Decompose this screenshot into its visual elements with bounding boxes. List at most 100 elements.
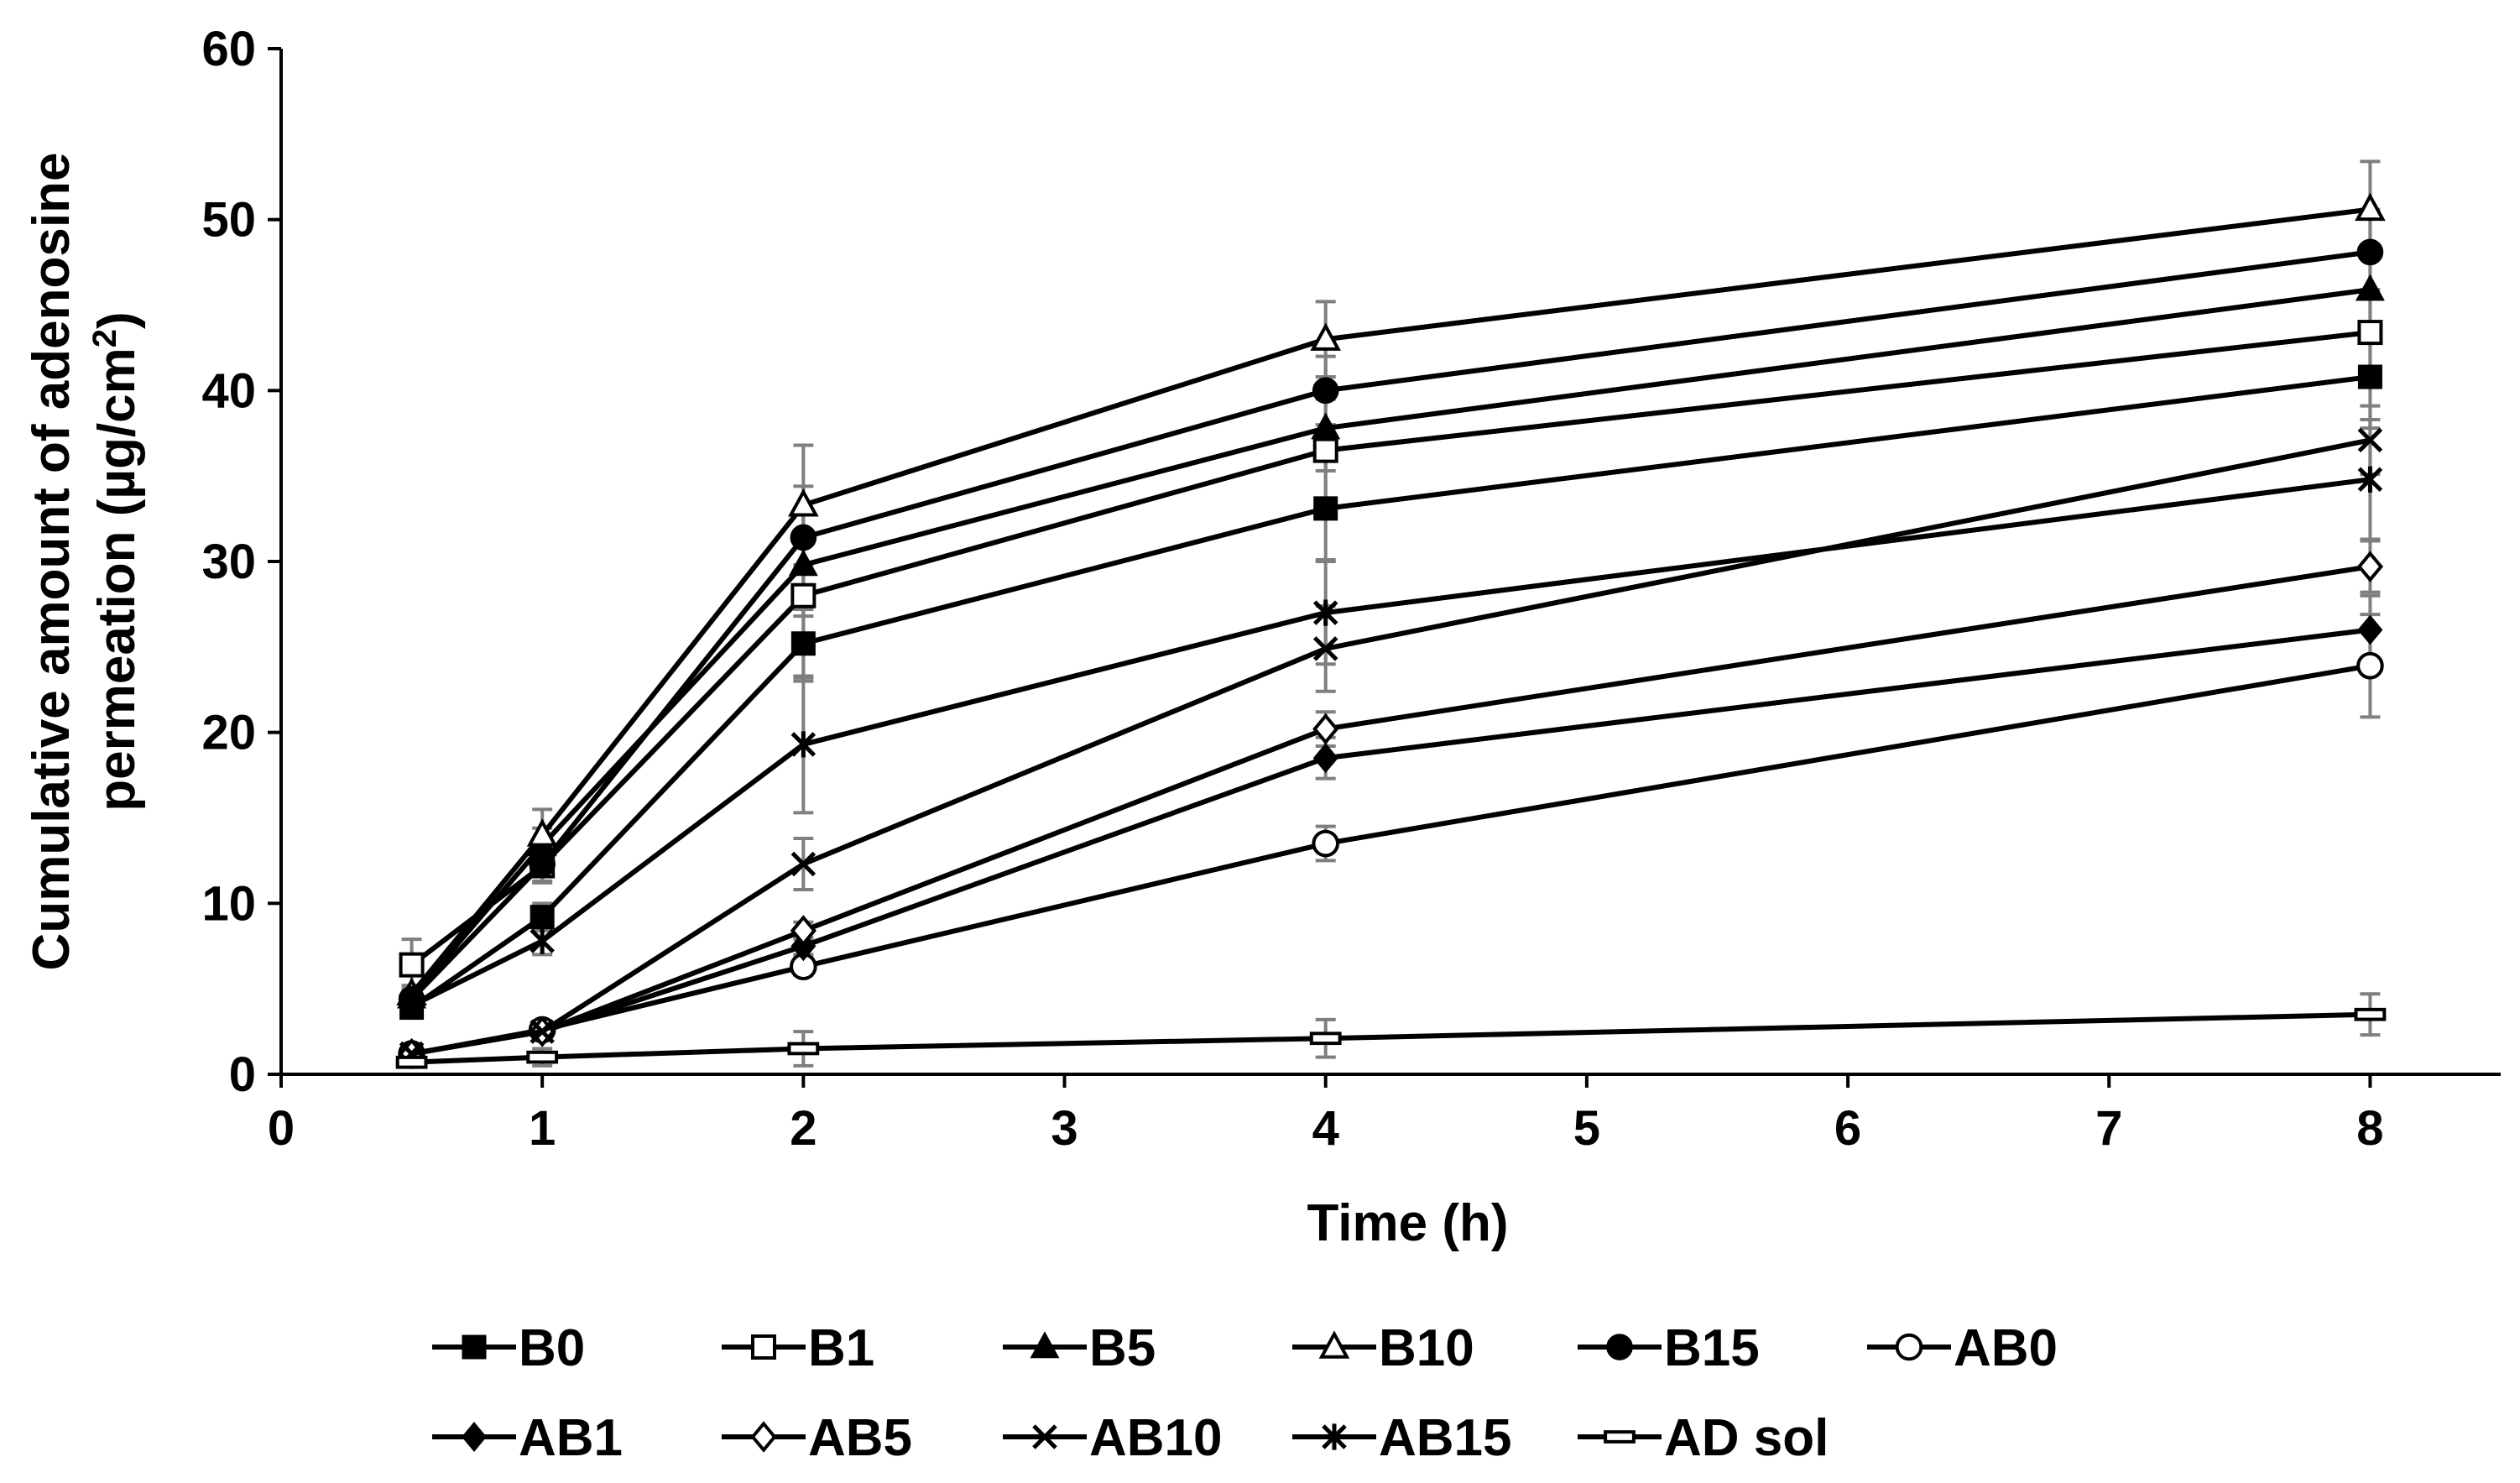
y-tick-label: 60 (201, 22, 256, 76)
data-point-ab15 (530, 927, 555, 954)
data-point-b1 (1312, 437, 1338, 463)
data-point-ab10 (790, 851, 817, 877)
legend-item-b15: B15 (1578, 1319, 1760, 1377)
data-point-b5 (788, 549, 818, 577)
series-line-b1 (410, 330, 2371, 968)
data-point-b0 (1313, 496, 1338, 521)
data-point-ab15 (790, 731, 817, 758)
data-point-b10 (788, 488, 819, 517)
series-b0 (399, 364, 2382, 1021)
legend-marker-ab5 (750, 1421, 777, 1453)
data-point-ad-sol (2354, 1007, 2387, 1021)
y-tick-label: 0 (229, 1047, 256, 1102)
legend-label-b0: B0 (519, 1319, 585, 1377)
legend-marker-b5 (1030, 1331, 1060, 1359)
data-point-ab5 (2356, 551, 2384, 582)
data-point-ab10 (530, 1019, 555, 1044)
data-point-b0 (2357, 364, 2382, 389)
legend-marker-ab10 (1032, 1424, 1057, 1449)
legend-item-ab10: AB10 (1003, 1409, 1223, 1467)
x-tick-label: 5 (1573, 1101, 1600, 1156)
series-line-ad-sol (411, 1011, 2371, 1065)
x-tick-label: 2 (790, 1101, 817, 1156)
x-tick-label: 4 (1312, 1101, 1339, 1156)
x-tick-label: 0 (268, 1101, 295, 1156)
legend-item-b10: B10 (1292, 1319, 1474, 1377)
data-point-ab0 (2356, 651, 2384, 680)
legend-label-b10: B10 (1379, 1319, 1474, 1377)
data-point-b0 (530, 905, 555, 930)
legend-label-b5: B5 (1089, 1319, 1156, 1377)
data-point-b15 (1312, 377, 1339, 405)
legend-item-b0: B0 (432, 1319, 585, 1377)
legend-label-b1: B1 (808, 1319, 874, 1377)
legend-item-ab15: AB15 (1292, 1409, 1512, 1467)
legend-label-ab10: AB10 (1089, 1409, 1223, 1467)
legend-marker-ab0 (1895, 1333, 1923, 1361)
y-axis-title-superscript: 2 (86, 329, 123, 347)
x-tick-label: 3 (1051, 1101, 1077, 1156)
data-point-ad-sol (1309, 1031, 1342, 1046)
data-point-b5 (1311, 412, 1341, 440)
data-point-ab5 (790, 915, 817, 947)
legend-item-ad-sol: AD sol (1578, 1409, 1829, 1467)
legend-marker-ab15 (1322, 1423, 1347, 1450)
legend-item-ab5: AB5 (722, 1409, 912, 1467)
series-ab15 (399, 466, 2383, 1020)
data-point-b10 (1310, 322, 1342, 351)
x-tick-label: 8 (2356, 1101, 2383, 1156)
data-point-b15 (790, 524, 817, 551)
x-tick-label: 7 (2095, 1101, 2122, 1156)
legend: B0 B1 B5 B10 B15 AB0 AB1 AB5 AB10 AB15 AD sol (432, 1319, 2058, 1467)
legend-marker-b0 (462, 1334, 487, 1360)
plot-area (395, 159, 2387, 1070)
data-point-ab10 (1312, 636, 1338, 661)
y-axis-title-line1: Cumulative amount of adenosine (23, 153, 81, 971)
legend-label-ab15: AB15 (1379, 1409, 1512, 1467)
y-tick-label: 40 (201, 363, 256, 418)
y-axis-title-line2-suffix: ) (88, 311, 146, 329)
data-point-b10 (526, 818, 558, 847)
legend-marker-ad-sol (1604, 1430, 1636, 1444)
legend-marker-b10 (1318, 1330, 1350, 1359)
y-tick-label: 30 (201, 535, 256, 589)
error-bars-ab10 (401, 404, 2381, 1059)
data-point-ab15 (1312, 599, 1338, 626)
data-point-b1 (399, 952, 425, 978)
legend-item-b5: B5 (1003, 1319, 1156, 1377)
data-point-b5 (2355, 274, 2385, 301)
x-tick-label: 6 (1834, 1101, 1861, 1156)
data-point-b1 (2357, 320, 2383, 346)
legend-label-b15: B15 (1664, 1319, 1760, 1377)
legend-label-ad-sol: AD sol (1664, 1409, 1829, 1467)
series-line-ab0 (411, 663, 2371, 1057)
y-tick-label: 50 (201, 193, 256, 248)
data-point-ab15 (2357, 466, 2383, 493)
legend-marker-ab1 (462, 1422, 487, 1452)
legend-label-ab0: AB0 (1954, 1319, 2058, 1377)
legend-marker-b15 (1606, 1334, 1633, 1360)
data-point-ab15 (399, 992, 425, 1020)
series-ad-sol (395, 1007, 2387, 1069)
legend-item-ab0: AB0 (1867, 1319, 2058, 1377)
y-axis-title-line2: permeation (µg/cm2) (86, 311, 146, 811)
series-b15 (398, 238, 2384, 1013)
legend-label-ab5: AB5 (808, 1409, 912, 1467)
axes: 0 10 20 30 40 50 60 0 1 2 3 4 5 6 7 8 (201, 22, 2501, 1156)
data-point-b15 (529, 850, 556, 878)
series-ab0 (398, 651, 2384, 1068)
legend-item-b1: B1 (722, 1319, 874, 1377)
data-point-ab0 (1312, 829, 1340, 858)
legend-item-ab1: AB1 (432, 1409, 623, 1467)
series-b10 (396, 192, 2386, 1005)
data-point-ab1 (1312, 743, 1338, 774)
data-point-ab1 (2357, 614, 2383, 645)
data-point-b1 (790, 582, 817, 608)
series-ab1 (399, 614, 2383, 1069)
data-point-ab10 (2357, 427, 2383, 453)
error-bars-ad-sol (401, 992, 2381, 1068)
data-point-ab5 (1312, 713, 1339, 745)
legend-marker-b1 (751, 1334, 776, 1360)
legend-label-ab1: AB1 (519, 1409, 623, 1467)
